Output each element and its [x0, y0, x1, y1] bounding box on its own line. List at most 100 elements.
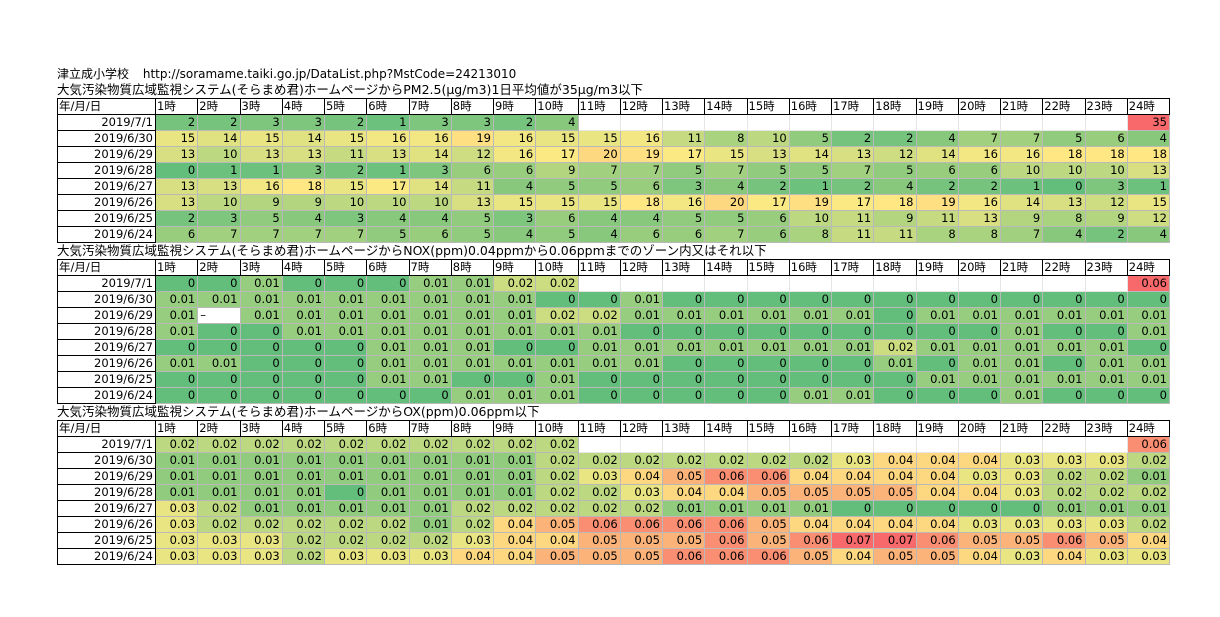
value-cell[interactable]: 0.01 — [197, 355, 241, 372]
value-cell[interactable]: 0.01 — [492, 452, 537, 469]
value-cell[interactable]: 0.02 — [535, 500, 579, 517]
value-cell[interactable]: 0.01 — [788, 500, 833, 517]
value-cell[interactable]: 0.02 — [1042, 484, 1086, 501]
header-hour[interactable]: 3時 — [239, 259, 283, 276]
header-hour[interactable]: 8時 — [450, 98, 495, 115]
value-cell[interactable]: 0 — [366, 387, 410, 404]
value-cell[interactable]: 2 — [830, 130, 875, 147]
empty-cell[interactable] — [999, 114, 1044, 131]
value-cell[interactable]: 0.02 — [366, 532, 410, 549]
value-cell[interactable]: 0 — [366, 275, 410, 292]
value-cell[interactable]: 11 — [873, 226, 917, 243]
value-cell[interactable]: 0.01 — [450, 452, 495, 469]
value-cell[interactable]: 0.03 — [999, 452, 1044, 469]
value-cell[interactable]: 0 — [704, 387, 748, 404]
value-cell[interactable]: 13 — [154, 194, 199, 211]
value-cell[interactable]: 15 — [239, 130, 283, 147]
header-hour[interactable]: 20時 — [957, 259, 1002, 276]
value-cell[interactable]: 0.01 — [450, 275, 495, 292]
value-cell[interactable]: 0.01 — [323, 291, 368, 308]
value-cell[interactable]: 0.02 — [323, 516, 368, 533]
value-cell[interactable]: 1 — [1126, 178, 1171, 195]
value-cell[interactable]: 0 — [999, 500, 1044, 517]
header-hour[interactable]: 2時 — [197, 98, 241, 115]
value-cell[interactable]: 0.01 — [535, 355, 579, 372]
value-cell[interactable]: 1 — [788, 178, 833, 195]
value-cell[interactable]: 0.01 — [535, 371, 579, 388]
value-cell[interactable]: 7 — [704, 226, 748, 243]
value-cell[interactable]: 2 — [154, 210, 199, 227]
value-cell[interactable]: 13 — [830, 146, 875, 163]
value-cell[interactable]: 0.06 — [661, 516, 706, 533]
value-cell[interactable]: 0 — [281, 355, 326, 372]
value-cell[interactable]: 6 — [746, 226, 790, 243]
value-cell[interactable]: 0.06 — [577, 516, 621, 533]
value-cell[interactable]: 0.04 — [535, 532, 579, 549]
value-cell[interactable]: 0.01 — [1084, 371, 1128, 388]
value-cell[interactable]: 0.04 — [957, 548, 1002, 565]
header-hour[interactable]: 20時 — [957, 420, 1002, 437]
value-cell[interactable]: 0.04 — [873, 452, 917, 469]
value-cell[interactable]: 0.01 — [492, 291, 537, 308]
value-cell[interactable]: 10 — [197, 146, 241, 163]
value-cell[interactable]: 0.01 — [408, 275, 452, 292]
value-cell[interactable]: 0.01 — [154, 291, 199, 308]
value-cell[interactable]: 0.01 — [281, 452, 326, 469]
value-cell[interactable]: 18 — [1126, 146, 1171, 163]
header-hour[interactable]: 10時 — [535, 259, 579, 276]
value-cell[interactable]: 4 — [535, 114, 579, 131]
value-cell[interactable]: 13 — [957, 210, 1002, 227]
value-cell[interactable]: 0.01 — [746, 307, 790, 324]
value-cell[interactable]: 18 — [1084, 146, 1128, 163]
value-cell[interactable]: 0.02 — [535, 275, 579, 292]
value-cell[interactable]: 0.05 — [746, 532, 790, 549]
header-hour[interactable]: 9時 — [492, 98, 537, 115]
value-cell[interactable]: 2 — [957, 178, 1002, 195]
value-cell[interactable]: 0.03 — [197, 532, 241, 549]
value-cell[interactable]: 0.01 — [281, 468, 326, 485]
value-cell[interactable]: 1 — [999, 178, 1044, 195]
value-cell[interactable]: 1 — [197, 162, 241, 179]
value-cell[interactable]: 0 — [704, 355, 748, 372]
value-cell[interactable]: 12 — [873, 146, 917, 163]
value-cell[interactable]: 0 — [323, 355, 368, 372]
value-cell[interactable]: 0 — [281, 275, 326, 292]
value-cell[interactable]: 0.01 — [408, 323, 452, 340]
empty-cell[interactable] — [957, 275, 1002, 292]
value-cell[interactable]: 10 — [366, 194, 410, 211]
empty-cell[interactable] — [915, 275, 959, 292]
value-cell[interactable]: 14 — [408, 178, 452, 195]
value-cell[interactable]: 4 — [619, 210, 664, 227]
date-cell[interactable]: 2019/6/28 — [57, 484, 156, 501]
header-hour[interactable]: 16時 — [788, 259, 833, 276]
value-cell[interactable]: 7 — [999, 226, 1044, 243]
value-cell[interactable]: 0.01 — [788, 339, 833, 356]
value-cell[interactable]: 0.01 — [323, 452, 368, 469]
value-cell[interactable]: 0 — [323, 484, 368, 501]
value-cell[interactable]: 0.01 — [366, 291, 410, 308]
value-cell[interactable]: 0.01 — [450, 323, 495, 340]
value-cell[interactable]: 6 — [619, 178, 664, 195]
value-cell[interactable]: 0.04 — [788, 468, 833, 485]
empty-cell[interactable] — [788, 275, 833, 292]
date-cell[interactable]: 2019/6/30 — [57, 452, 156, 469]
value-cell[interactable]: 5 — [788, 162, 833, 179]
header-hour[interactable]: 21時 — [999, 98, 1044, 115]
header-hour[interactable]: 6時 — [366, 420, 410, 437]
empty-cell[interactable] — [1084, 275, 1128, 292]
value-cell[interactable]: 0 — [957, 323, 1002, 340]
value-cell[interactable]: 0.01 — [408, 291, 452, 308]
value-cell[interactable]: 17 — [746, 194, 790, 211]
value-cell[interactable]: 0.01 — [408, 484, 452, 501]
value-cell[interactable]: 18 — [281, 178, 326, 195]
empty-cell[interactable] — [830, 275, 875, 292]
header-hour[interactable]: 21時 — [999, 259, 1044, 276]
value-cell[interactable]: 0 — [873, 371, 917, 388]
value-cell[interactable]: 0.03 — [408, 548, 452, 565]
value-cell[interactable]: 0.03 — [239, 532, 283, 549]
value-cell[interactable]: 0.01 — [366, 452, 410, 469]
value-cell[interactable]: 0.01 — [450, 387, 495, 404]
value-cell[interactable]: 0 — [830, 323, 875, 340]
value-cell[interactable]: 5 — [535, 178, 579, 195]
value-cell[interactable]: 11 — [915, 210, 959, 227]
